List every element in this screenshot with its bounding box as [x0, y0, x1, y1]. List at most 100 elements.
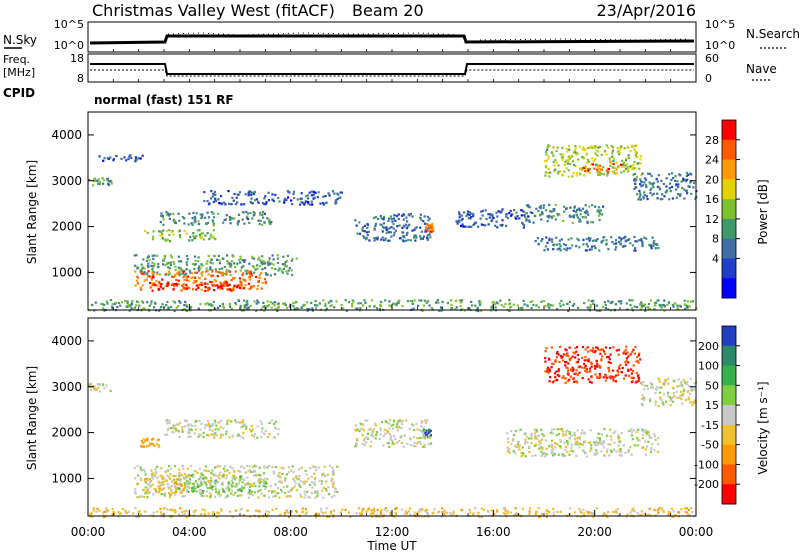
- range-gate-cell: [197, 286, 200, 289]
- range-gate-cell: [585, 152, 588, 155]
- colorbar-tick-label: 50: [705, 379, 719, 392]
- range-gate-cell: [459, 301, 463, 304]
- range-gate-cell: [561, 158, 564, 161]
- range-gate-cell: [388, 445, 391, 449]
- range-gate-cell: [417, 304, 420, 307]
- range-gate-cell: [561, 453, 564, 456]
- range-gate-cell: [523, 442, 527, 445]
- range-gate-cell: [403, 225, 406, 228]
- range-gate-cell: [205, 222, 208, 225]
- range-gate-cell: [370, 440, 373, 443]
- range-gate-cell: [176, 272, 179, 275]
- range-gate-cell: [218, 512, 221, 515]
- range-gate-cell: [251, 191, 255, 194]
- range-gate-cell: [591, 163, 594, 166]
- range-gate-cell: [295, 257, 298, 260]
- range-gate-cell: [166, 281, 170, 284]
- range-gate-cell: [183, 482, 186, 485]
- range-gate-cell: [166, 230, 169, 233]
- range-gate-cell: [617, 373, 620, 376]
- range-gate-cell: [390, 217, 393, 221]
- range-gate-cell: [265, 273, 268, 276]
- range-gate-cell: [644, 448, 647, 451]
- range-gate-cell: [477, 310, 480, 313]
- range-gate-cell: [217, 198, 220, 201]
- range-gate-cell: [168, 217, 171, 220]
- range-gate-cell: [576, 429, 579, 432]
- range-gate-cell: [183, 477, 186, 480]
- range-gate-cell: [226, 284, 229, 287]
- range-gate-cell: [333, 192, 336, 195]
- range-gate-cell: [239, 476, 242, 479]
- range-gate-cell: [153, 263, 156, 266]
- range-gate-cell: [158, 485, 162, 488]
- range-gate-cell: [127, 510, 130, 513]
- range-gate-cell: [274, 268, 277, 271]
- range-gate-cell: [599, 167, 602, 170]
- range-gate-cell: [191, 482, 194, 485]
- range-gate-cell: [308, 496, 311, 499]
- range-gate-cell: [564, 445, 567, 448]
- range-gate-cell: [290, 489, 293, 492]
- range-gate-cell: [280, 481, 283, 484]
- range-gate-cell: [212, 511, 215, 514]
- range-gate-cell: [228, 471, 231, 474]
- range-gate-cell: [691, 400, 694, 403]
- range-gate-cell: [315, 512, 318, 515]
- range-gate-cell: [250, 434, 254, 437]
- range-gate-cell: [558, 445, 562, 448]
- range-gate-cell: [305, 473, 308, 476]
- range-gate-cell: [670, 178, 673, 182]
- range-gate-cell: [635, 151, 638, 154]
- range-gate-cell: [354, 219, 357, 222]
- range-gate-cell: [590, 248, 593, 251]
- range-gate-cell: [602, 239, 605, 242]
- range-gate-cell: [267, 263, 270, 266]
- range-gate-cell: [111, 307, 114, 310]
- range-gate-cell: [592, 515, 595, 519]
- range-gate-cell: [239, 465, 243, 468]
- range-gate-cell: [551, 448, 554, 451]
- range-gate-cell: [641, 437, 644, 440]
- range-gate-cell: [365, 436, 368, 439]
- range-gate-cell: [142, 307, 145, 311]
- range-gate-cell: [264, 430, 267, 433]
- range-gate-cell: [274, 193, 277, 196]
- range-gate-cell: [132, 512, 135, 515]
- range-gate-cell: [572, 450, 575, 453]
- range-gate-cell: [242, 309, 245, 312]
- range-gate-cell: [251, 494, 254, 497]
- range-gate-cell: [316, 495, 319, 498]
- range-gate-cell: [566, 443, 569, 446]
- range-gate-cell: [201, 274, 204, 277]
- range-gate-cell: [251, 286, 254, 289]
- range-gate-cell: [398, 299, 401, 302]
- range-gate-cell: [388, 422, 391, 425]
- range-gate-cell: [242, 299, 246, 302]
- range-gate-cell: [646, 433, 649, 436]
- range-gate-cell: [634, 167, 637, 170]
- range-gate-cell: [285, 270, 288, 273]
- range-gate-cell: [654, 403, 657, 407]
- range-gate-cell: [221, 272, 224, 275]
- range-gate-cell: [547, 168, 550, 171]
- range-gate-cell: [651, 194, 654, 197]
- range-gate-cell: [598, 170, 601, 174]
- range-gate-cell: [556, 352, 559, 355]
- range-gate-cell: [380, 421, 383, 424]
- range-gate-cell: [248, 465, 251, 468]
- range-gate-cell: [679, 194, 682, 197]
- range-gate-cell: [229, 305, 232, 308]
- range-gate-cell: [588, 248, 591, 251]
- range-gate-cell: [155, 472, 158, 475]
- range-gate-cell: [178, 219, 181, 222]
- range-gate-cell: [304, 508, 307, 511]
- range-gate-cell: [409, 437, 412, 440]
- range-gate-cell: [173, 424, 176, 427]
- range-gate-cell: [678, 173, 681, 176]
- range-gate-cell: [648, 436, 651, 439]
- range-gate-cell: [214, 466, 217, 469]
- range-gate-cell: [209, 425, 212, 428]
- range-gate-cell: [375, 514, 378, 517]
- range-gate-cell: [640, 382, 643, 385]
